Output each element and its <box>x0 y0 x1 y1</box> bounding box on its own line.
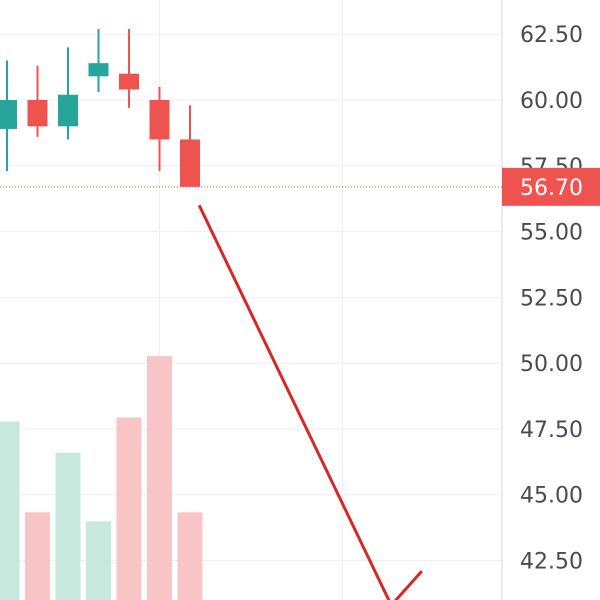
candle-body <box>180 139 200 187</box>
volume-bar <box>86 521 111 600</box>
volume-bar <box>25 512 50 600</box>
last-price-tag: 56.70 <box>502 167 600 206</box>
trend-line-drawing <box>197 204 423 600</box>
price-tick-label: 50.00 <box>520 352 583 377</box>
volume-bar <box>177 512 203 600</box>
volume-bars <box>0 356 203 600</box>
last-price-label: 56.70 <box>520 176 583 201</box>
candle-body <box>58 94 78 127</box>
volume-bar <box>0 421 20 600</box>
candle-body <box>27 100 48 127</box>
drawing-tools[interactable] <box>197 204 423 600</box>
volume-bar <box>147 356 172 600</box>
price-tick-label: 45.00 <box>520 484 583 509</box>
price-tick-label: 52.50 <box>520 286 583 311</box>
price-tick-label: 60.00 <box>520 89 583 114</box>
last-price-tag-background <box>502 167 600 206</box>
price-axis[interactable]: 62.5060.0057.5055.0052.5050.0047.5045.00… <box>520 23 583 574</box>
price-tick-label: 62.50 <box>520 23 583 48</box>
candle-body <box>119 73 139 90</box>
candle-body <box>88 63 109 77</box>
candle-body <box>0 100 17 129</box>
volume-bar <box>55 452 81 600</box>
price-tick-label: 55.00 <box>520 221 583 246</box>
price-tick-label: 47.50 <box>520 418 583 443</box>
volume-bar <box>116 417 142 600</box>
candles <box>0 28 200 187</box>
price-tick-label: 42.50 <box>520 550 583 575</box>
candle-body <box>149 100 170 140</box>
